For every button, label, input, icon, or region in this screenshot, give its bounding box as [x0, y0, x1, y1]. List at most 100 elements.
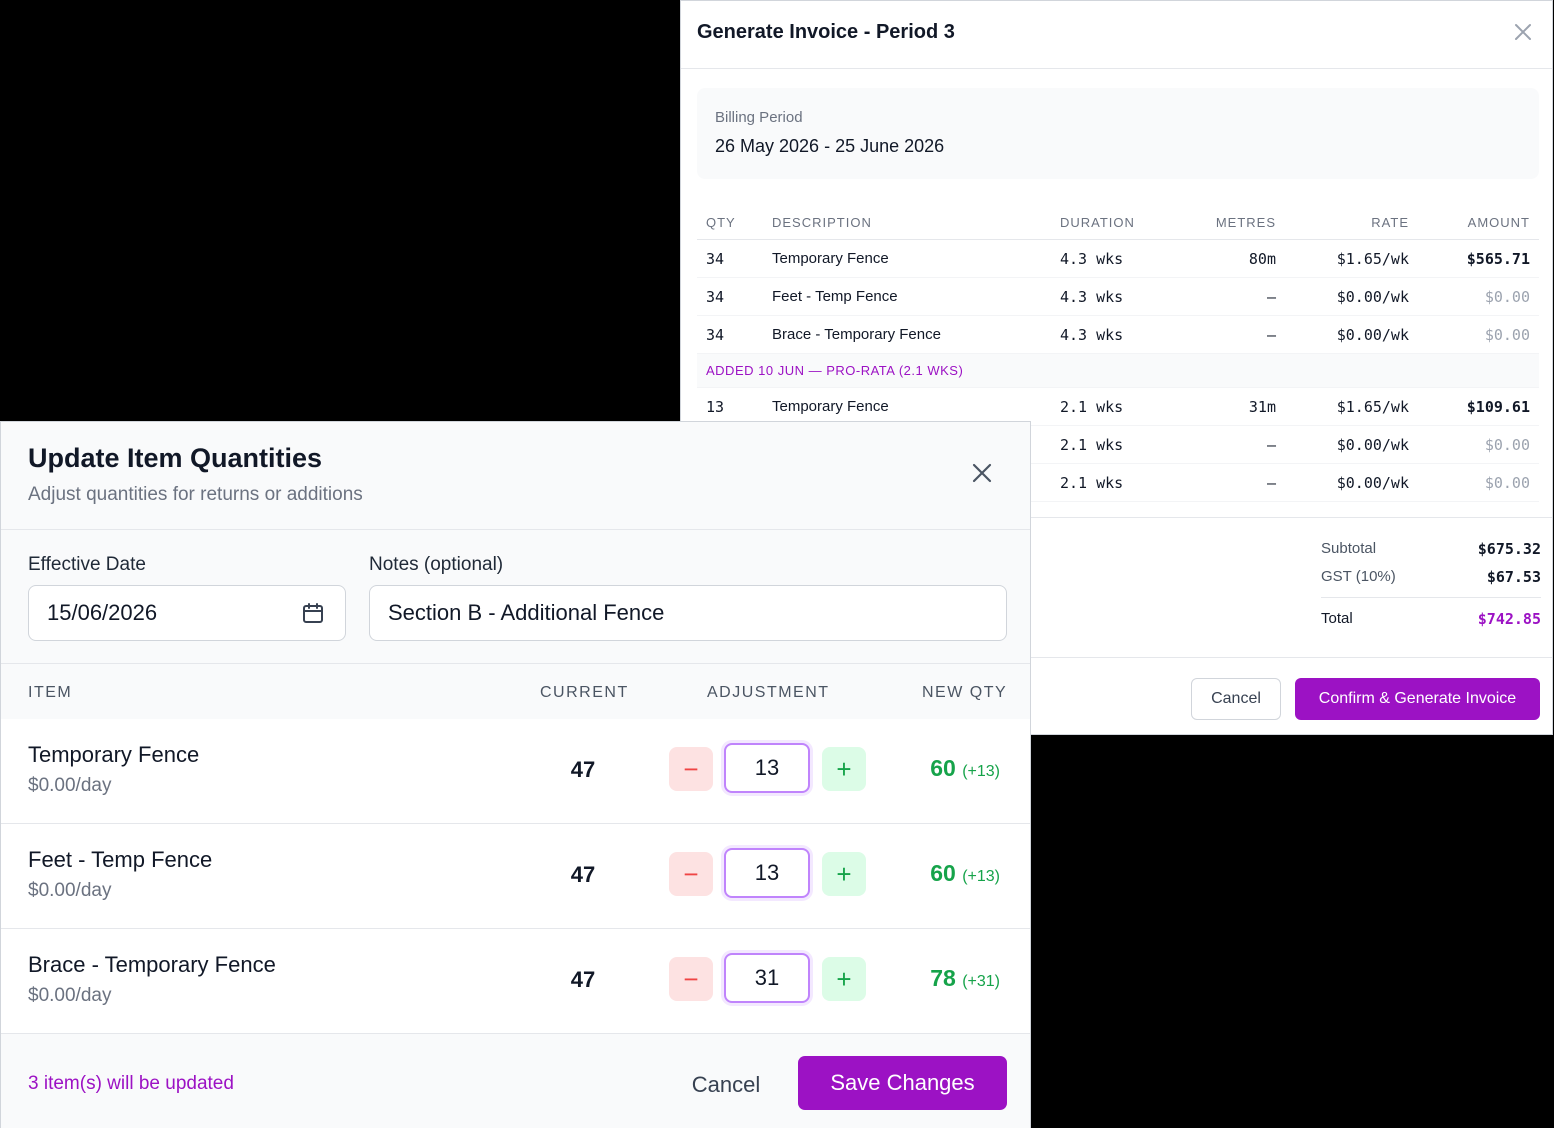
notes-value: Section B - Additional Fence	[388, 600, 665, 625]
item-price: $0.00/day	[28, 880, 112, 901]
update-modal-header: Update Item Quantities Adjust quantities…	[1, 422, 1030, 530]
decrement-button[interactable]: −	[669, 957, 713, 1001]
new-qty: 60 (+13)	[930, 860, 1000, 887]
metres-cell: —	[1170, 277, 1276, 316]
update-modal-subtitle: Adjust quantities for returns or additio…	[28, 484, 363, 505]
duration-cell: 2.1 wks	[1060, 387, 1170, 426]
new-qty-delta: (+13)	[962, 763, 1000, 780]
subtotal-label: Subtotal	[1321, 540, 1377, 557]
table-row: 34 Temporary Fence 4.3 wks 80m $1.65/wk …	[697, 239, 1539, 278]
col-description: DESCRIPTION	[772, 206, 1060, 240]
invoice-modal-header: Generate Invoice - Period 3	[681, 1, 1552, 69]
calendar-icon[interactable]	[301, 601, 325, 625]
duration-cell: 2.1 wks	[1060, 463, 1170, 502]
metres-cell: 80m	[1170, 239, 1276, 278]
total-value: $742.85	[1477, 610, 1541, 628]
description-cell: Brace - Temporary Fence	[772, 315, 1060, 354]
increment-button[interactable]: +	[822, 852, 866, 896]
total-divider	[1321, 597, 1541, 598]
description-cell: Feet - Temp Fence	[772, 277, 1060, 316]
gst-label: GST (10%)	[1321, 568, 1396, 585]
current-qty: 47	[570, 757, 596, 782]
adjustment-input[interactable]	[724, 743, 810, 793]
rate-cell: $1.65/wk	[1276, 387, 1409, 426]
item-row-brace-temporary-fence: Brace - Temporary Fence $0.00/day 47 − +…	[1, 929, 1030, 1034]
item-row-feet-temp-fence: Feet - Temp Fence $0.00/day 47 − + 60 (+…	[1, 824, 1030, 929]
update-close-icon[interactable]	[970, 461, 994, 485]
description-cell: Temporary Fence	[772, 387, 1060, 426]
duration-cell: 4.3 wks	[1060, 239, 1170, 278]
update-modal-title: Update Item Quantities	[28, 443, 323, 473]
update-modal-footer: 3 item(s) will be updated Cancel Save Ch…	[1, 1033, 1030, 1128]
qty-cell: 13	[697, 387, 772, 426]
col-qty: QTY	[697, 206, 772, 240]
billing-period-label: Billing Period	[715, 109, 803, 126]
item-name: Feet - Temp Fence	[28, 847, 213, 872]
pro-rata-group-row: ADDED 10 JUN — PRO-RATA (2.1 WKS)	[697, 353, 1539, 388]
item-price: $0.00/day	[28, 985, 112, 1006]
notes-label: Notes (optional)	[369, 554, 504, 575]
col-duration: DURATION	[1060, 206, 1170, 240]
metres-cell: 31m	[1170, 387, 1276, 426]
duration-cell: 4.3 wks	[1060, 277, 1170, 316]
amount-cell: $0.00	[1409, 425, 1539, 464]
invoice-cancel-button[interactable]: Cancel	[1191, 678, 1281, 720]
billing-period-box: Billing Period 26 May 2026 - 25 June 202…	[697, 88, 1539, 179]
amount-cell: $0.00	[1409, 277, 1539, 316]
increment-button[interactable]: +	[822, 747, 866, 791]
rate-cell: $0.00/wk	[1276, 463, 1409, 502]
new-qty: 78 (+31)	[930, 965, 1000, 992]
effective-date-label: Effective Date	[28, 554, 146, 575]
decrement-button[interactable]: −	[669, 852, 713, 896]
invoice-table-header: QTY DESCRIPTION DURATION METRES RATE AMO…	[697, 206, 1539, 240]
save-changes-button[interactable]: Save Changes	[798, 1056, 1007, 1110]
rate-cell: $0.00/wk	[1276, 425, 1409, 464]
update-form-area: Effective Date 15/06/2026 Notes (optiona…	[1, 530, 1030, 663]
invoice-close-icon[interactable]	[1512, 21, 1534, 43]
description-cell: Temporary Fence	[772, 239, 1060, 278]
rate-cell: $0.00/wk	[1276, 315, 1409, 354]
totals-divider	[681, 517, 1552, 518]
effective-date-value: 15/06/2026	[47, 600, 158, 625]
qty-cell: 34	[697, 239, 772, 278]
notes-field[interactable]: Section B - Additional Fence	[369, 585, 1007, 641]
duration-cell: 4.3 wks	[1060, 315, 1170, 354]
new-qty: 60 (+13)	[930, 755, 1000, 782]
qty-cell: 34	[697, 315, 772, 354]
table-row: 34 Brace - Temporary Fence 4.3 wks — $0.…	[697, 315, 1539, 354]
metres-cell: —	[1170, 463, 1276, 502]
update-status-text: 3 item(s) will be updated	[28, 1073, 234, 1094]
col-item: ITEM	[28, 684, 73, 701]
invoice-line-items-table: QTY DESCRIPTION DURATION METRES RATE AMO…	[697, 206, 1539, 502]
item-name: Brace - Temporary Fence	[28, 952, 276, 977]
decrement-button[interactable]: −	[669, 747, 713, 791]
adjustment-input[interactable]	[724, 848, 810, 898]
item-name: Temporary Fence	[28, 742, 200, 767]
item-row-temporary-fence: Temporary Fence $0.00/day 47 − + 60 (+13…	[1, 719, 1030, 824]
new-qty-value: 60	[930, 860, 956, 886]
effective-date-field[interactable]: 15/06/2026	[28, 585, 346, 641]
billing-period-value: 26 May 2026 - 25 June 2026	[715, 136, 945, 156]
confirm-generate-invoice-button[interactable]: Confirm & Generate Invoice	[1295, 678, 1540, 720]
col-new-qty: NEW QTY	[922, 684, 1008, 701]
rate-cell: $1.65/wk	[1276, 239, 1409, 278]
invoice-modal-title: Generate Invoice - Period 3	[697, 21, 955, 43]
col-amount: AMOUNT	[1409, 206, 1539, 240]
pro-rata-group-label: ADDED 10 JUN — PRO-RATA (2.1 WKS)	[697, 353, 1539, 388]
col-adjustment: ADJUSTMENT	[707, 684, 830, 701]
gst-value: $67.53	[1486, 568, 1541, 586]
amount-cell: $109.61	[1409, 387, 1539, 426]
generate-invoice-modal: Generate Invoice - Period 3 Billing Peri…	[680, 0, 1553, 735]
rate-cell: $0.00/wk	[1276, 277, 1409, 316]
adjustment-input[interactable]	[724, 953, 810, 1003]
amount-cell: $565.71	[1409, 239, 1539, 278]
item-price: $0.00/day	[28, 775, 112, 796]
duration-cell: 2.1 wks	[1060, 425, 1170, 464]
amount-cell: $0.00	[1409, 463, 1539, 502]
col-current: CURRENT	[540, 684, 629, 701]
total-label: Total	[1321, 610, 1353, 627]
update-cancel-button[interactable]: Cancel	[691, 1072, 761, 1097]
increment-button[interactable]: +	[822, 957, 866, 1001]
new-qty-delta: (+13)	[962, 868, 1000, 885]
invoice-footer-divider	[681, 657, 1552, 658]
